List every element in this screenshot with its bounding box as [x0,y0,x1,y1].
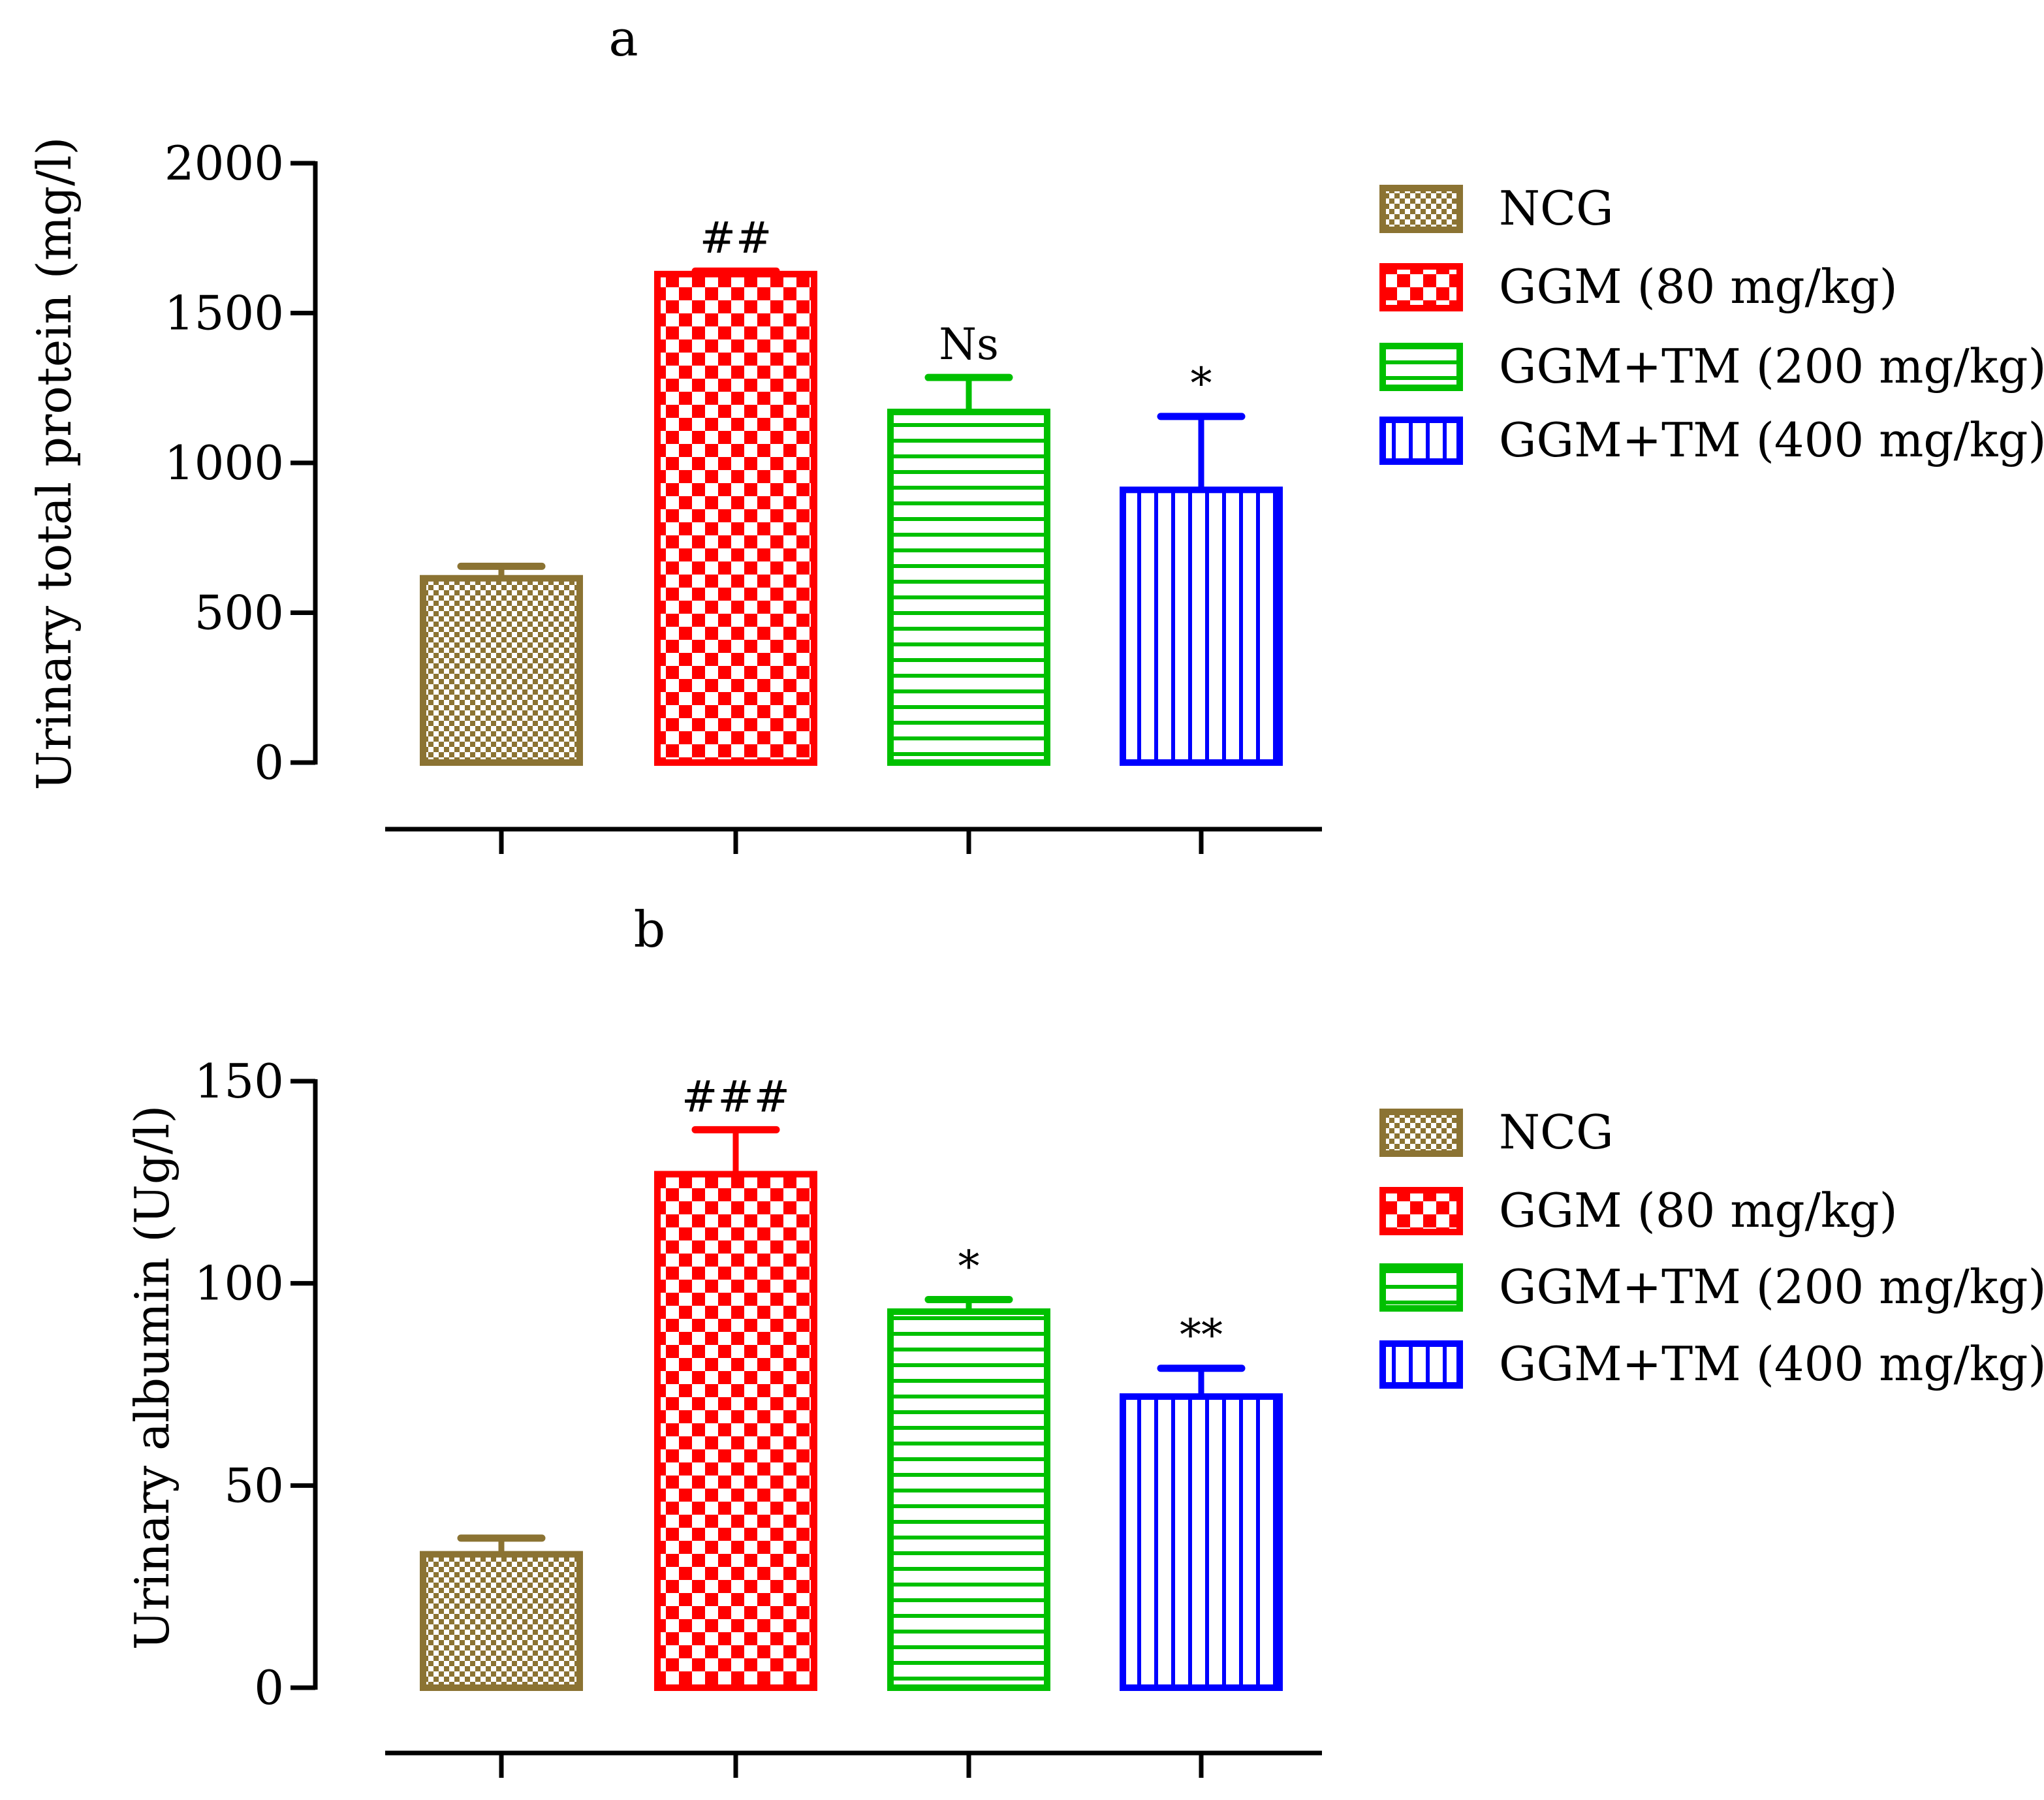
panel-label: a [608,9,638,67]
legend-swatch [1379,263,1463,311]
bar [654,1171,817,1691]
legend-swatch [1379,343,1463,391]
panel-label: b [634,900,666,958]
bar [420,575,583,766]
legend-swatch [1379,1263,1463,1312]
legend-swatch [1379,185,1463,233]
y-axis-label: Urinary albumin (Ug/l) [125,1105,180,1650]
legend-label: NCG [1499,1105,1614,1160]
significance-label: * [1191,358,1212,409]
significance-label: * [958,1241,980,1291]
y-axis-label: Urinary total protein (mg/l) [27,137,82,791]
bar [1120,1393,1283,1692]
legend: NCG GGM (80 mg/kg) GGM+TM (200 mg/kg) GGM+T… [1379,181,2044,467]
y-tick-label: 1000 [165,435,284,490]
y-tick-label: 2000 [165,136,284,191]
bar [654,270,817,766]
legend-swatch [1379,1340,1463,1389]
y-tick-label: 1500 [165,286,284,341]
y-tick-label: 0 [254,1660,284,1715]
legend-label: GGM (80 mg/kg) [1499,259,1898,314]
legend-label: GGM+TM (400 mg/kg) [1499,413,2044,467]
bar [420,1551,583,1692]
legend-swatch [1379,1109,1463,1157]
significance-label: Ns [939,319,999,370]
legend-swatch [1379,1187,1463,1235]
y-tick-label: 500 [195,586,284,640]
legend-label: GGM+TM (200 mg/kg) [1499,1259,2044,1314]
y-tick-label: 50 [224,1458,284,1513]
legend-label: GGM (80 mg/kg) [1499,1183,1898,1238]
plot-area: 0 500 1000 1500 2000 ## Ns * [165,136,1322,854]
significance-label: ** [1180,1310,1223,1361]
legend-label: GGM+TM (200 mg/kg) [1499,339,2044,394]
legend-swatch [1379,417,1463,465]
bar [1120,486,1283,766]
bar [887,408,1050,766]
significance-label: ## [700,213,772,263]
legend-label: NCG [1499,181,1614,236]
panel-a: a Urinary total protein (mg/l) 0 500 1000 1… [27,9,2044,854]
legend: NCG GGM (80 mg/kg) GGM+TM (200 mg/kg) GGM+T… [1379,1105,2044,1391]
bar [887,1308,1050,1691]
y-tick-label: 0 [254,735,284,790]
y-tick-label: 100 [195,1256,284,1311]
legend-label: GGM+TM (400 mg/kg) [1499,1336,2044,1391]
y-tick-label: 150 [195,1054,284,1109]
significance-label: ### [682,1071,790,1122]
